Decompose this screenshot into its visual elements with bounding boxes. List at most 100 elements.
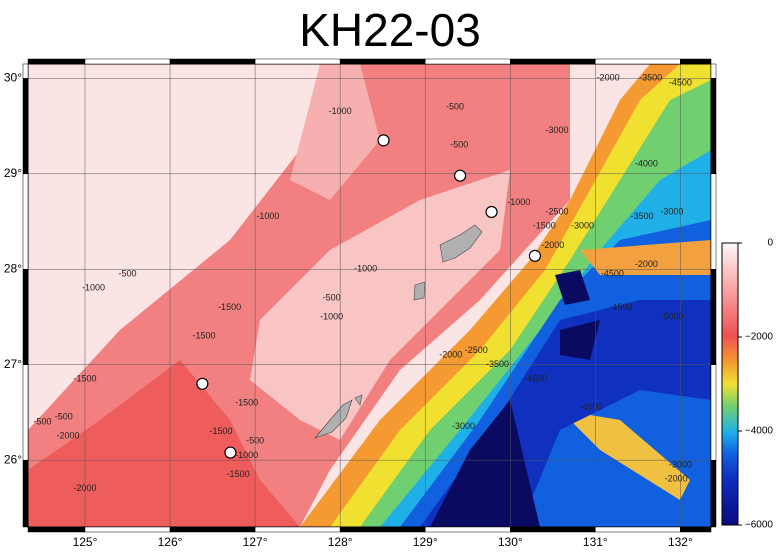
- contour-label: -1500: [235, 397, 258, 407]
- frame-segment: [22, 459, 29, 528]
- contour-label: -3500: [639, 73, 662, 83]
- contour-label: -2000: [665, 474, 688, 484]
- contour-label: -1000: [320, 311, 343, 321]
- frame-segment: [254, 526, 341, 533]
- contour-label: -1500: [73, 373, 96, 383]
- colorbar-tick-label: −4000: [745, 426, 774, 437]
- y-tick-label: 30°: [4, 70, 22, 84]
- frame-segment: [22, 78, 29, 175]
- contour-label: -2000: [439, 350, 462, 360]
- contour-label: -1000: [329, 106, 352, 116]
- colorbar-tick-label: 0: [767, 238, 773, 249]
- contour-labels: -1000 -500 -500 -1000 -1000 -500 -1000 -1500 -15…: [33, 73, 691, 493]
- frame-segment: [339, 526, 426, 533]
- bathymetry: [28, 64, 711, 527]
- contour-label: -1500: [193, 330, 216, 340]
- frame-segment: [710, 63, 717, 79]
- contour-label: -2000: [635, 259, 658, 269]
- station: [485, 205, 498, 219]
- contour-label: -4000: [635, 159, 658, 169]
- contour-label: -4500: [669, 77, 692, 87]
- contour-label: -1000: [235, 450, 258, 460]
- contour-label: -3000: [571, 221, 594, 231]
- frame-segment: [84, 526, 171, 533]
- contour-label: -2500: [546, 206, 569, 216]
- frame-segment: [680, 526, 712, 533]
- contour-label: -3000: [452, 421, 475, 431]
- contour-label: -3500: [631, 211, 654, 221]
- frame-segment: [22, 364, 29, 461]
- frame-segment: [424, 526, 511, 533]
- frame-segment: [169, 526, 256, 533]
- y-tick-label: 27°: [4, 357, 22, 371]
- contour-label: -500: [450, 140, 468, 150]
- contour-label: -1000: [82, 283, 105, 293]
- frame-segment: [22, 268, 29, 365]
- contour-label: -1500: [218, 302, 241, 312]
- contour-label: -500: [323, 292, 341, 302]
- frame-segment: [680, 58, 712, 65]
- contour-label: -5000: [660, 311, 683, 321]
- x-tick-label: 125°: [73, 535, 98, 549]
- station: [196, 377, 209, 390]
- x-tick-label: 126°: [158, 535, 183, 549]
- frame-segment: [84, 58, 171, 65]
- colorbar-ticks: 0 −2000 −4000 −6000: [738, 238, 773, 531]
- frame-segment: [169, 58, 256, 65]
- x-tick-label: 129°: [413, 535, 438, 549]
- frame-segment: [710, 459, 717, 528]
- colorbar-tick-label: −6000: [745, 520, 774, 531]
- frame-segment: [27, 526, 86, 533]
- station: [453, 169, 467, 182]
- x-tick-label: 127°: [243, 535, 268, 549]
- y-tick-label: 26°: [4, 452, 22, 466]
- contour-label: -1000: [507, 197, 530, 207]
- stations: [196, 134, 542, 459]
- contour-label: -2000: [541, 240, 564, 250]
- frame-segment: [22, 63, 29, 79]
- frame-segment: [22, 173, 29, 270]
- frame-segment: [710, 78, 717, 175]
- frame-segment: [710, 268, 717, 365]
- contour-label: -4500: [601, 268, 624, 278]
- contour-label: -3000: [546, 125, 569, 135]
- frame-segment: [27, 58, 86, 65]
- frame-segment: [510, 58, 596, 65]
- frame-segment: [339, 58, 426, 65]
- contour-label: -500: [55, 412, 73, 422]
- graticule: [28, 64, 711, 527]
- x-tick-label: 131°: [583, 535, 608, 549]
- frame-segment: [510, 526, 596, 533]
- map-title: KH22-03: [299, 4, 481, 56]
- contour-label: -3500: [486, 359, 509, 369]
- contour-label: -500: [446, 101, 464, 111]
- station: [224, 446, 237, 459]
- frame-segment: [595, 58, 681, 65]
- contour-label: -500: [119, 268, 137, 278]
- contour-label: -1500: [227, 469, 250, 479]
- frame-segment: [595, 526, 681, 533]
- contour-label: -4000: [580, 402, 603, 412]
- contour-label: -4500: [609, 302, 632, 312]
- y-tick-label: 28°: [4, 261, 22, 275]
- contour-label: -2000: [597, 73, 620, 83]
- contour-label: -500: [33, 416, 51, 426]
- station: [528, 249, 542, 262]
- x-tick-label: 130°: [498, 535, 523, 549]
- frame-segment: [710, 173, 717, 270]
- colorbar: [721, 242, 739, 526]
- contour-label: -2000: [73, 483, 96, 493]
- contour-label: -2500: [465, 345, 488, 355]
- contour-label: -3000: [669, 459, 692, 469]
- x-tick-label: 128°: [328, 535, 353, 549]
- y-tick-label: 29°: [4, 166, 22, 180]
- frame-border: 125° 126° 127° 128° 129° 130° 131° 132° 26° 27° 28…: [4, 58, 717, 549]
- frame-segment: [254, 58, 341, 65]
- station: [377, 134, 390, 147]
- colorbar-tick-label: −2000: [745, 332, 774, 343]
- contour-label: -1000: [256, 211, 279, 221]
- contour-label: -500: [246, 435, 264, 445]
- frame-segment: [710, 364, 717, 461]
- frame-segment: [424, 58, 511, 65]
- contour-label: -4500: [524, 373, 547, 383]
